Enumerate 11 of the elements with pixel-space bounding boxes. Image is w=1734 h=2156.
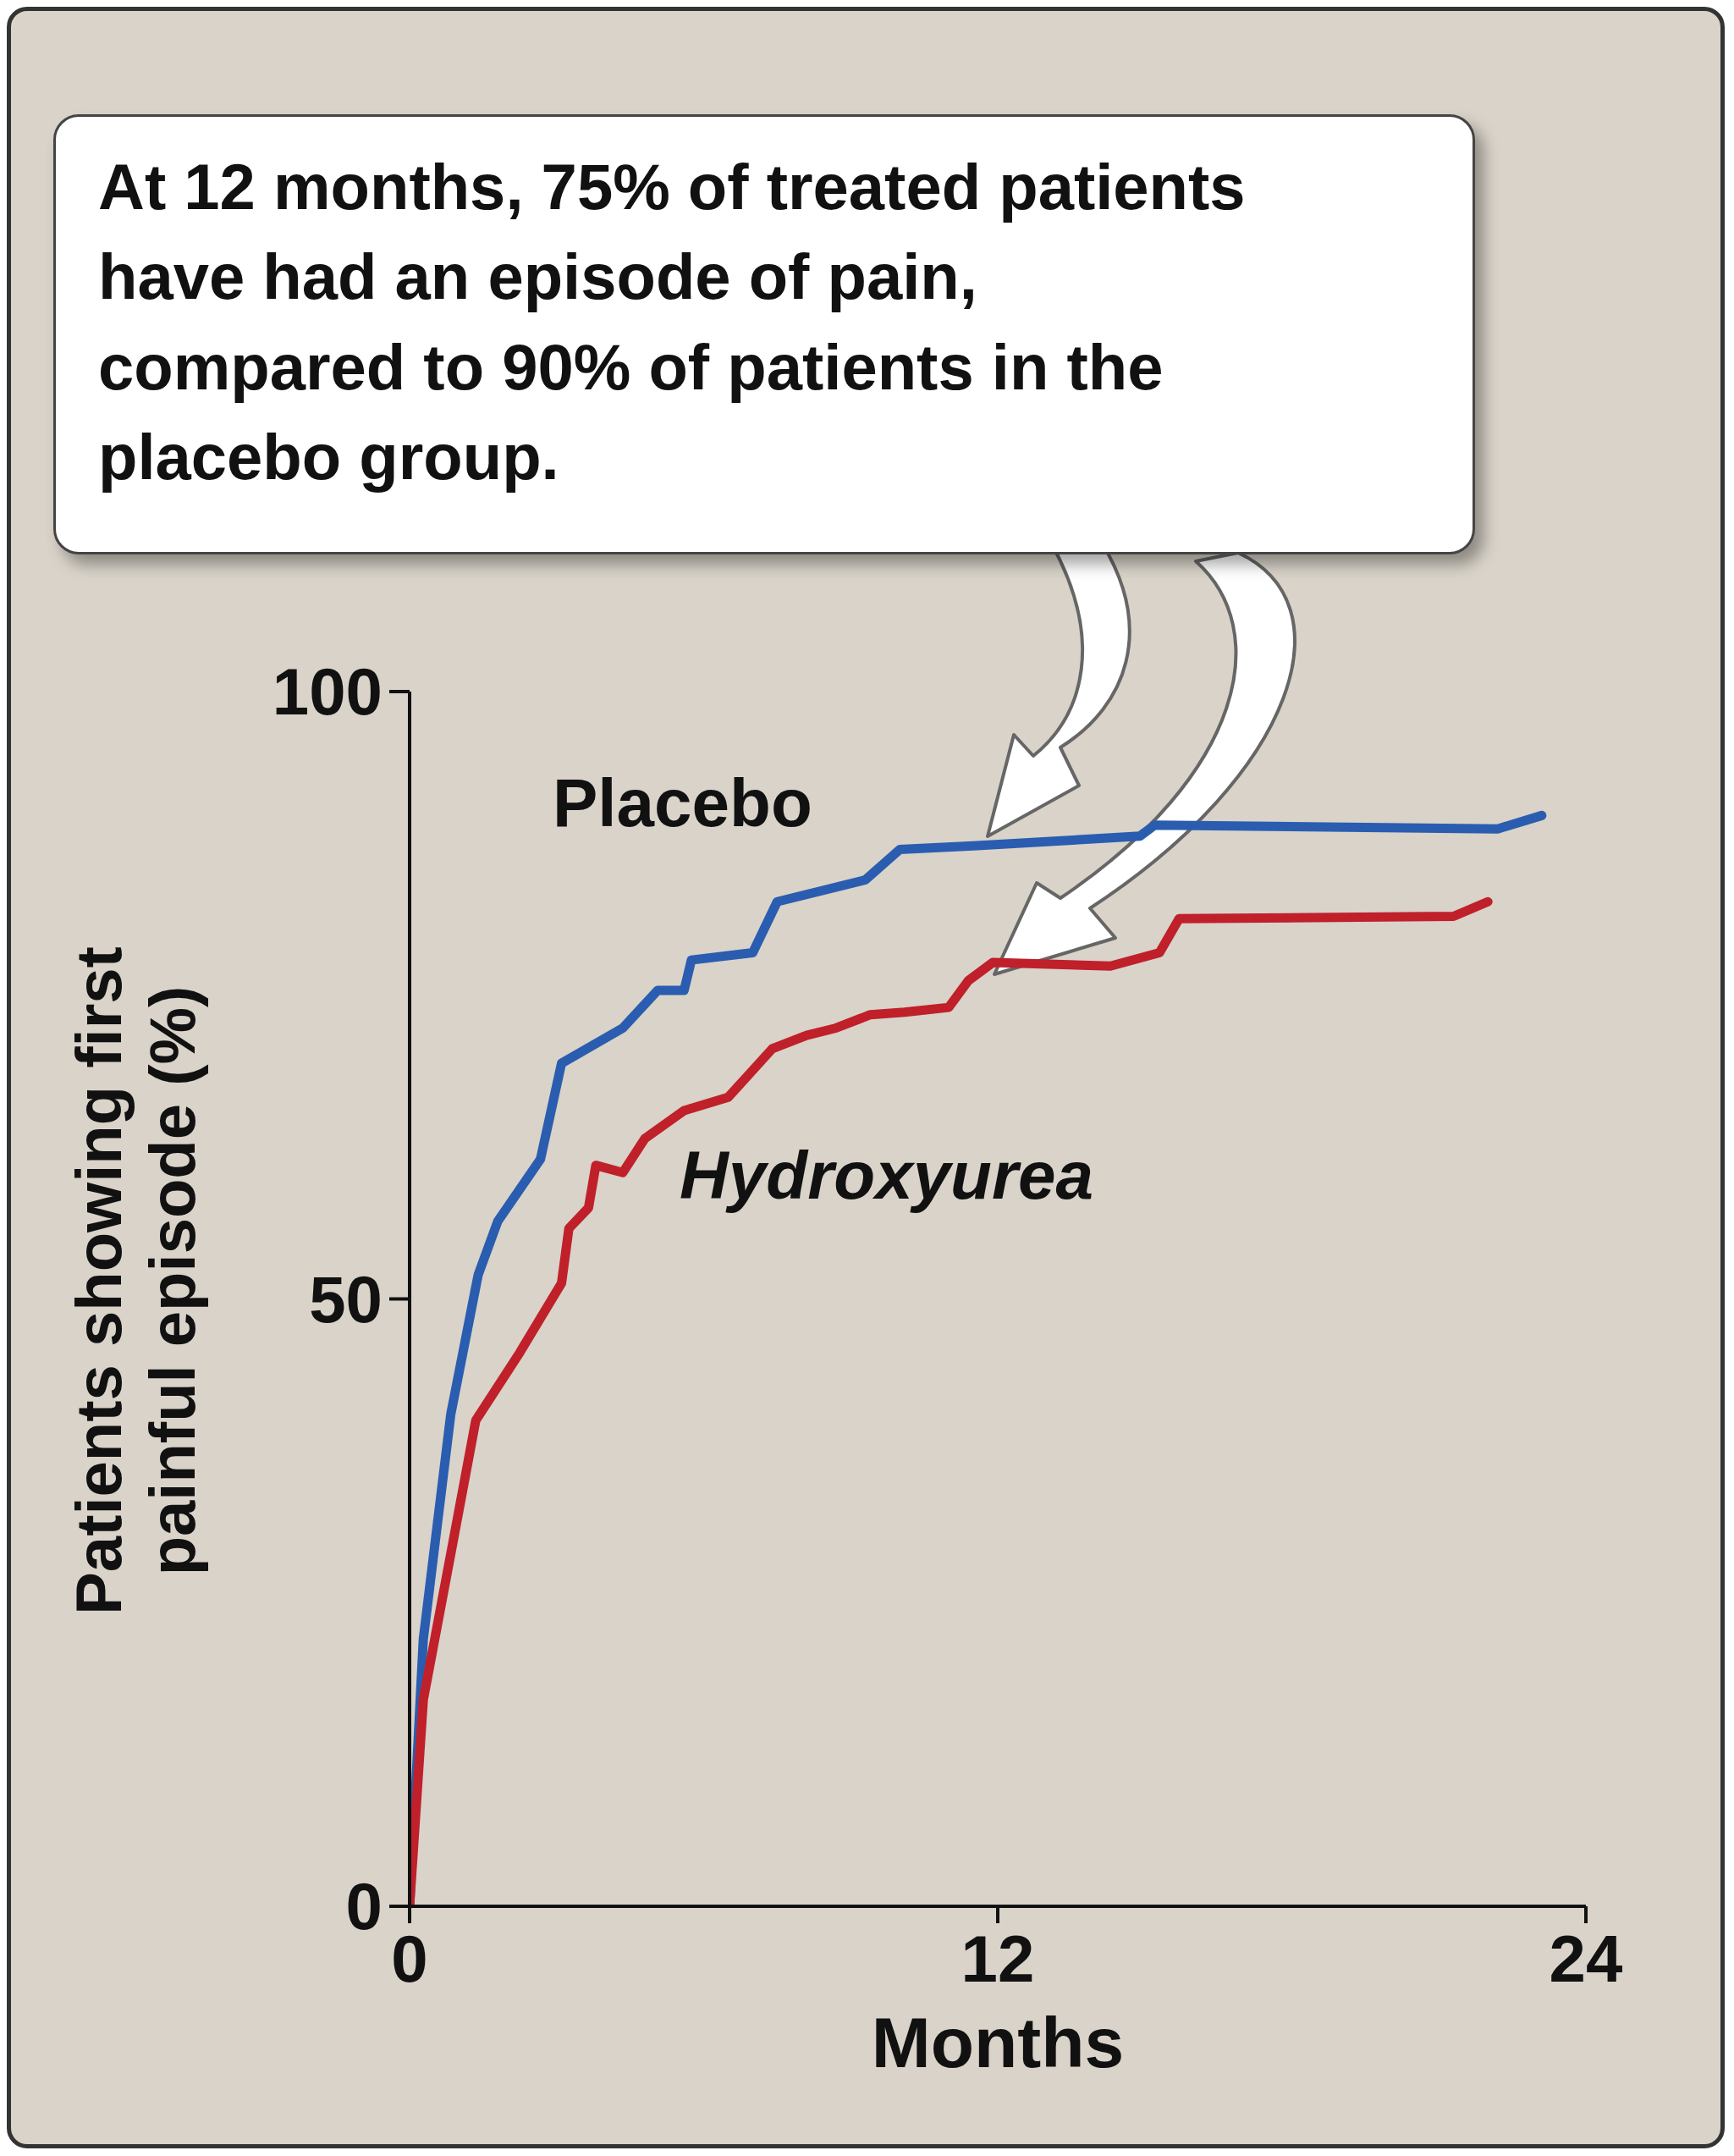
- x-tick-label: 12: [961, 1921, 1035, 1996]
- x-tick-label: 24: [1549, 1921, 1623, 1996]
- x-tick-label: 0: [391, 1921, 428, 1996]
- y-tick-label: 100: [272, 654, 383, 729]
- y-tick-label: 50: [309, 1261, 383, 1337]
- text: At 12 months, 75% of treated patients have had an episode of pain, compared to 90% of patients in the placebo group.: [98, 150, 1247, 495]
- x-axis-title: Months: [871, 2003, 1125, 2082]
- series-label: Hydroxyurea: [680, 1137, 1094, 1215]
- y-tick-label: 0: [345, 1869, 383, 1944]
- y-axis-title: Patients showing first painful episode (%): [62, 946, 210, 1617]
- series-label: Placebo: [553, 764, 812, 842]
